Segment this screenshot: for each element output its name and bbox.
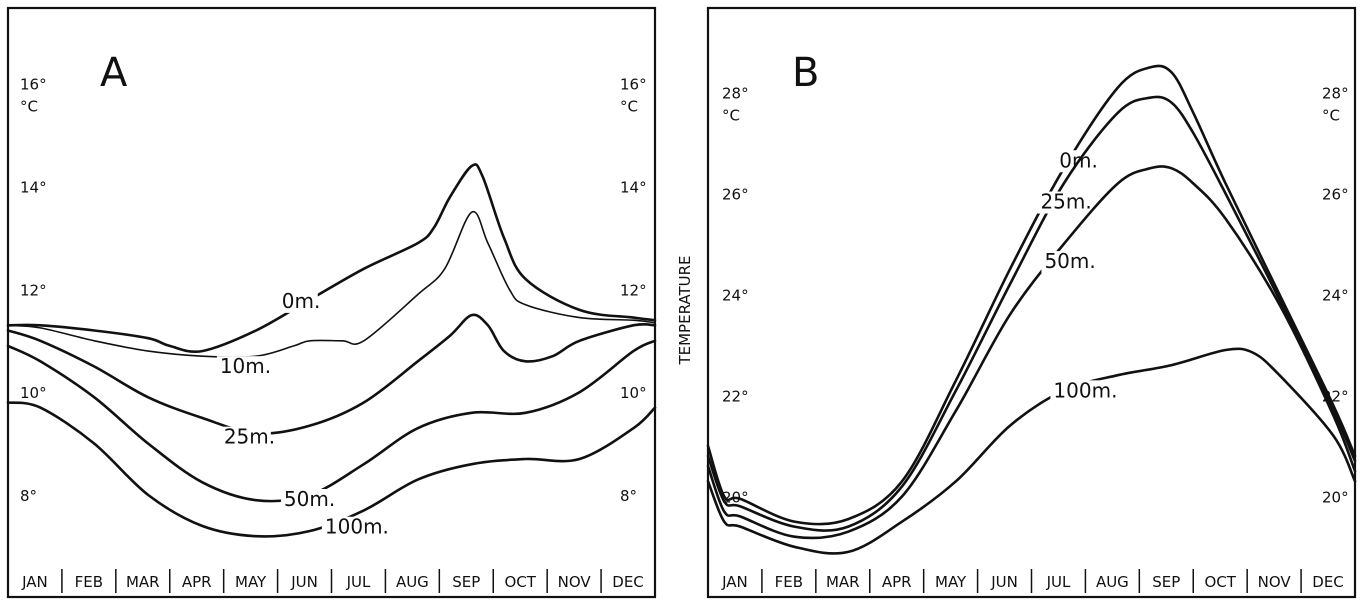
- series-label-bg: [1050, 380, 1112, 403]
- month-label: MAY: [235, 573, 267, 591]
- month-label: AUG: [396, 573, 429, 591]
- y-tick-label-left: 22°: [722, 387, 749, 405]
- y-tick-label-left: 26°: [722, 186, 749, 204]
- y-tick-label-left: 16°: [20, 76, 47, 94]
- month-label: JUL: [346, 573, 371, 591]
- series-line: [7, 210, 656, 358]
- y-tick-label-right: 20°: [1322, 488, 1349, 506]
- series-line: [6, 339, 657, 503]
- series-label-bg: [1037, 191, 1088, 214]
- month-label: FEB: [775, 573, 803, 591]
- month-label: OCT: [504, 573, 536, 591]
- panel-a: JAN FEB MAR APR MAY JUN JUL AUG SEP OCT NOV DEC 8° 8°…: [6, 6, 657, 599]
- series-label-bg: [321, 516, 383, 539]
- series-label-bg: [216, 356, 267, 379]
- series-label-bg: [1041, 251, 1092, 274]
- month-label: JUN: [990, 573, 1018, 591]
- month-label: JAN: [21, 573, 48, 591]
- series-label-bg: [220, 426, 271, 449]
- series-label-bg: [280, 489, 331, 512]
- month-label: OCT: [1204, 573, 1236, 591]
- month-label: JUL: [1046, 573, 1071, 591]
- series-label-bg: [278, 290, 318, 313]
- y-tick-label-left: 8°: [20, 487, 37, 505]
- series-line: [706, 347, 1357, 555]
- month-label: SEP: [452, 573, 480, 591]
- month-label: JAN: [721, 573, 748, 591]
- month-label: DEC: [1312, 573, 1344, 591]
- series-line: [6, 163, 657, 353]
- unit-label-right: °C: [620, 98, 638, 116]
- series-label: 25m.: [1040, 190, 1091, 214]
- month-label: AUG: [1096, 573, 1129, 591]
- y-tick-label-right: 10°: [620, 384, 647, 402]
- series-label: 100m.: [325, 515, 389, 539]
- y-tick-label-left: 14°: [20, 179, 47, 197]
- panel-b: JAN FEB MAR APR MAY JUN JUL AUG SEP OCT NOV DEC 20° 2…: [676, 6, 1357, 599]
- y-tick-label-left: 28°: [722, 85, 749, 103]
- month-label: APR: [182, 573, 212, 591]
- panel-frame: [6, 6, 657, 599]
- series-label: 50m.: [284, 487, 335, 511]
- unit-label-left: °C: [20, 98, 38, 116]
- y-tick-label-left: 24°: [722, 287, 749, 305]
- unit-label-left: °C: [722, 107, 740, 125]
- panel-frame: [706, 6, 1357, 599]
- y-tick-label-left: 12°: [20, 281, 47, 299]
- series-label: 0m.: [282, 289, 321, 313]
- series-label: 100m.: [1053, 378, 1117, 402]
- series-label: 50m.: [1044, 249, 1095, 273]
- y-tick-label-right: 16°: [620, 76, 647, 94]
- month-label: APR: [882, 573, 912, 591]
- month-label: JUN: [290, 573, 318, 591]
- panel-letter: B: [792, 50, 819, 96]
- month-label: DEC: [612, 573, 644, 591]
- panel-letter: A: [100, 50, 128, 96]
- y-tick-label-left: 10°: [20, 384, 47, 402]
- month-label: NOV: [558, 573, 592, 591]
- series-line: [706, 95, 1357, 532]
- month-label: MAR: [826, 573, 860, 591]
- y-tick-label-right: 8°: [620, 487, 637, 505]
- y-axis-title: TEMPERATURE: [676, 255, 694, 365]
- unit-label-right: °C: [1322, 107, 1340, 125]
- y-tick-label-right: 26°: [1322, 186, 1349, 204]
- y-tick-label-right: 28°: [1322, 85, 1349, 103]
- month-label: MAY: [935, 573, 967, 591]
- series-line: [706, 165, 1357, 540]
- y-tick-label-right: 24°: [1322, 287, 1349, 305]
- month-label: FEB: [75, 573, 103, 591]
- series-label: 25m.: [224, 425, 275, 449]
- month-label: NOV: [1258, 573, 1292, 591]
- series-label-bg: [1056, 150, 1096, 173]
- series-line: [6, 313, 657, 435]
- y-tick-label-right: 14°: [620, 179, 647, 197]
- series-label: 10m.: [220, 354, 271, 378]
- y-tick-label-right: 12°: [620, 281, 647, 299]
- month-label: MAR: [126, 573, 160, 591]
- month-label: SEP: [1152, 573, 1180, 591]
